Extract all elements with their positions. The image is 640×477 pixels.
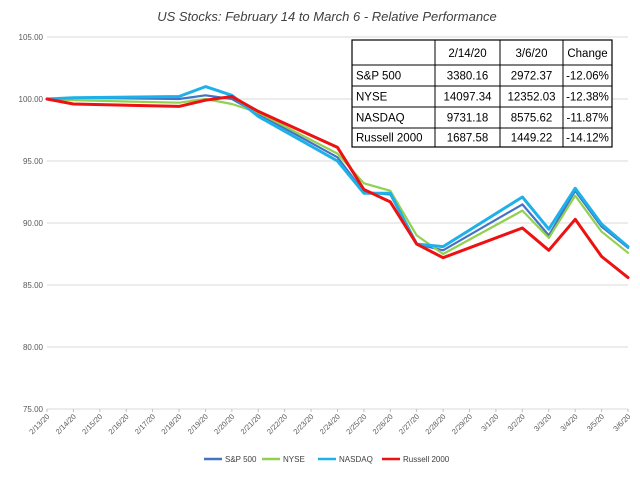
legend: S&P 500 NYSE NASDAQ Russell 2000 [204, 455, 450, 464]
table-cell: 12352.03 [508, 92, 556, 104]
table-cell: NASDAQ [356, 113, 405, 125]
y-tick-label: 95.00 [23, 157, 44, 166]
legend-label: S&P 500 [225, 455, 257, 464]
y-axis-ticks: 75.00 80.00 85.00 90.00 95.00 100.00 105.00 [19, 33, 44, 414]
y-tick-label: 75.00 [23, 405, 44, 414]
series-line-nasdaq [45, 85, 630, 249]
chart-title: US Stocks: February 14 to March 6 - Rela… [157, 9, 497, 24]
table-cell: 14097.34 [444, 92, 493, 104]
table-cell: S&P 500 [356, 71, 401, 83]
y-tick-label: 105.00 [19, 33, 44, 42]
series-layer [45, 85, 630, 280]
table-header-cell: 2/14/20 [448, 48, 486, 60]
y-tick-label: 100.00 [19, 95, 44, 104]
table-cell: -14.12% [566, 133, 609, 145]
legend-label: Russell 2000 [403, 455, 450, 464]
table-cell: 1687.58 [447, 133, 489, 145]
summary-table: 2/14/20 3/6/20 Change S&P 500 3380.16 2972.37… [351, 39, 613, 148]
legend-label: NASDAQ [339, 455, 373, 464]
table-cell: -12.06% [566, 71, 609, 83]
table-cell: 3380.16 [447, 71, 489, 83]
legend-label: NYSE [283, 455, 305, 464]
table-header-cell: 3/6/20 [516, 48, 548, 60]
table-cell: 2972.37 [511, 71, 553, 83]
table-cell: NYSE [356, 92, 388, 104]
y-tick-label: 90.00 [23, 219, 44, 228]
y-tick-label: 80.00 [23, 343, 44, 352]
table-cell: 8575.62 [511, 113, 553, 125]
table-cell: -12.38% [566, 92, 609, 104]
table-cell: 1449.22 [511, 133, 553, 145]
table-cell: Russell 2000 [356, 133, 422, 145]
table-frame [351, 39, 613, 148]
series-line-nyse [45, 97, 630, 256]
table-cell: -11.87% [567, 113, 609, 125]
y-tick-label: 85.00 [23, 281, 44, 290]
table-header-cell: Change [567, 48, 607, 60]
table-cell: 9731.18 [447, 113, 489, 125]
series-line-russell-2000 [45, 95, 630, 280]
